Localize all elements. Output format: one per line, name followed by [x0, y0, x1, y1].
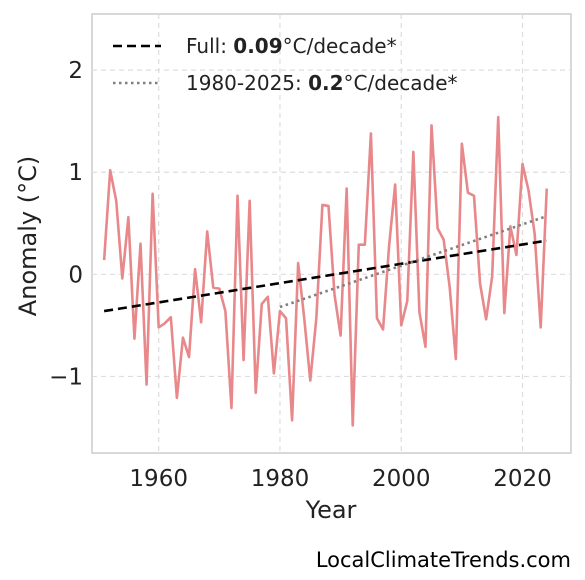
x-tick-label: 1980 — [251, 466, 310, 492]
legend-suffix: °C/decade* — [344, 71, 458, 95]
anomaly-series-line — [102, 115, 549, 427]
x-tick-label: 1960 — [129, 466, 188, 492]
x-axis-label: Year — [305, 496, 357, 524]
y-tick-label: −1 — [49, 364, 83, 390]
legend-value: 0.2 — [308, 71, 343, 95]
y-tick-label: 2 — [68, 58, 83, 84]
legend-prefix: Full: — [186, 34, 233, 58]
legend-entry-text: Full: 0.09°C/decade* — [186, 34, 397, 58]
grid — [92, 14, 571, 453]
series-group — [102, 115, 549, 427]
full-trend-line — [103, 239, 547, 313]
recent-trend-line — [279, 214, 548, 309]
y-axis-label: Anomaly (°C) — [14, 156, 42, 316]
legend-prefix: 1980-2025: — [186, 71, 308, 95]
y-tick-label: 1 — [68, 160, 83, 186]
watermark: LocalClimateTrends.com — [315, 548, 571, 572]
x-tick-label: 2020 — [493, 466, 552, 492]
legend: Full: 0.09°C/decade*1980-2025: 0.2°C/dec… — [113, 34, 458, 95]
legend-entry-text: 1980-2025: 0.2°C/decade* — [186, 71, 458, 95]
legend-value: 0.09 — [233, 34, 282, 58]
ticks: 1960 1980 2000 2020 −1 0 1 2 — [49, 58, 552, 492]
legend-suffix: °C/decade* — [283, 34, 397, 58]
y-tick-label: 0 — [68, 262, 83, 288]
x-tick-label: 2000 — [372, 466, 431, 492]
